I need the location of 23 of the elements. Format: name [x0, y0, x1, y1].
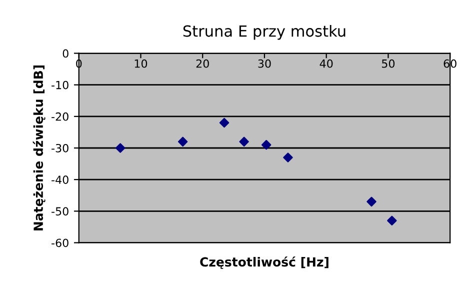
- x-axis-title: Częstotliwość [Hz]: [200, 256, 328, 269]
- y-axis-title: Natężenie dźwięku [dB]: [32, 66, 46, 230]
- chart-title: Struna E przy mostku: [183, 25, 346, 40]
- x-tick-label: 10: [134, 59, 148, 68]
- point: [178, 136, 188, 147]
- y-tick-label: 0: [62, 49, 68, 58]
- point: [283, 152, 293, 162]
- y-tick-label: -20: [52, 112, 68, 121]
- point: [387, 216, 397, 226]
- point: [261, 140, 272, 150]
- x-tick-label: 30: [258, 59, 271, 68]
- y-tick-label: -40: [52, 176, 68, 184]
- x-tick-label: 40: [320, 59, 333, 68]
- x-tick-label: 20: [196, 59, 209, 68]
- y-tick-label: -10: [52, 80, 68, 90]
- y-tick-label: -30: [52, 144, 68, 152]
- point: [115, 143, 126, 153]
- point: [219, 118, 230, 128]
- y-tick-label: -50: [52, 207, 68, 216]
- x-tick-label: 50: [382, 59, 395, 68]
- point: [239, 136, 249, 147]
- y-tick-label: -60: [52, 238, 68, 248]
- point: [366, 196, 376, 207]
